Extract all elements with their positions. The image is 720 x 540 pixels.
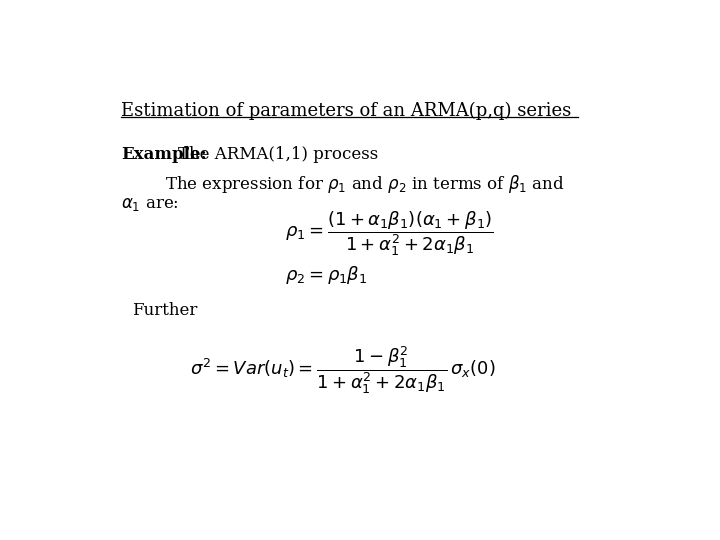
Text: The expression for $\rho_1$ and $\rho_2$ in terms of $\beta_1$ and: The expression for $\rho_1$ and $\rho_2$… [166,173,565,195]
Text: Example:: Example: [121,146,207,163]
Text: The ARMA(1,1) process: The ARMA(1,1) process [178,146,379,163]
Text: $\sigma^2 = Var\left(u_t\right)= \dfrac{1-\beta_1^2}{1+\alpha_1^2+2\alpha_1\beta: $\sigma^2 = Var\left(u_t\right)= \dfrac{… [190,345,496,396]
Text: Further: Further [132,302,197,319]
Text: $\rho_1 = \dfrac{(1+\alpha_1\beta_1)(\alpha_1+\beta_1)}{1+\alpha_1^2+2\alpha_1\b: $\rho_1 = \dfrac{(1+\alpha_1\beta_1)(\al… [285,209,494,258]
Text: $\alpha_1$ are:: $\alpha_1$ are: [121,196,179,213]
Text: $\rho_2 = \rho_1\beta_1$: $\rho_2 = \rho_1\beta_1$ [285,264,368,286]
Text: Estimation of parameters of an ARMA(p,q) series: Estimation of parameters of an ARMA(p,q)… [121,102,571,120]
